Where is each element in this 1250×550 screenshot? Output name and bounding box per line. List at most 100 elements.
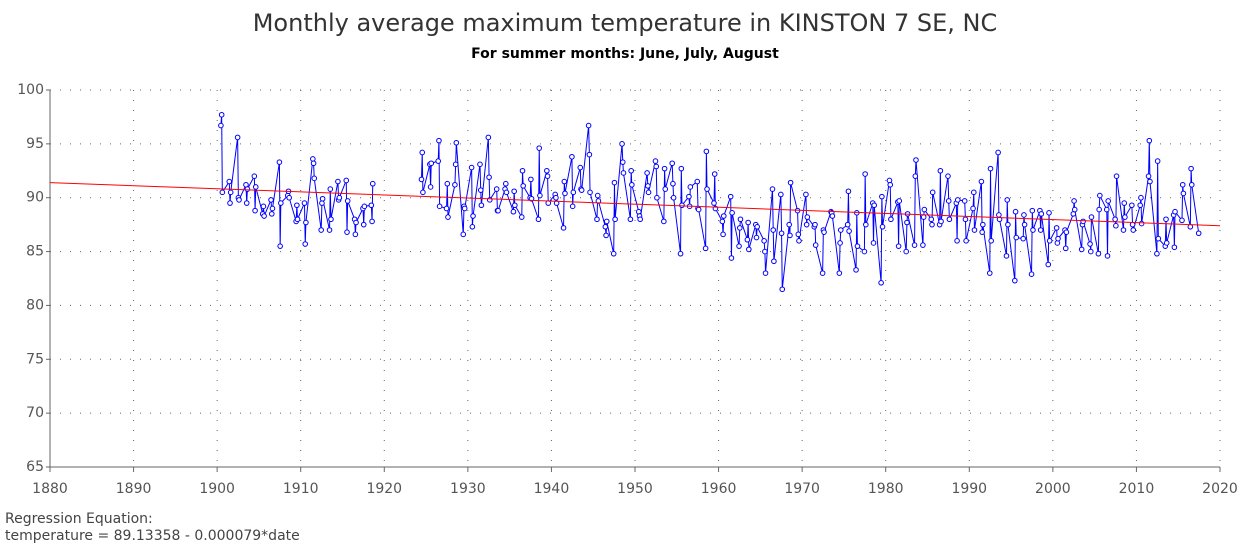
point	[419, 149, 426, 156]
x-tick-label: 1920	[366, 481, 402, 497]
point	[1038, 211, 1045, 217]
point	[544, 167, 550, 174]
point	[904, 219, 910, 226]
point	[711, 200, 717, 206]
point	[1172, 208, 1178, 215]
point	[694, 178, 701, 185]
x-tick-label: 2010	[1119, 481, 1155, 497]
point	[836, 270, 843, 276]
point	[1163, 216, 1169, 223]
point	[610, 250, 617, 257]
point	[913, 157, 919, 163]
point	[779, 286, 786, 293]
point	[328, 216, 334, 223]
point	[1062, 245, 1069, 252]
point	[736, 225, 743, 231]
point	[418, 176, 425, 183]
point	[1046, 238, 1053, 244]
point	[879, 193, 885, 200]
x-tick-label: 2020	[1202, 481, 1238, 497]
point	[493, 186, 500, 192]
point	[861, 248, 868, 255]
point	[294, 202, 300, 209]
point	[1004, 197, 1011, 203]
point	[460, 231, 467, 238]
point	[602, 223, 609, 230]
point	[837, 240, 843, 246]
point	[627, 216, 634, 223]
point	[945, 198, 952, 204]
point	[311, 175, 318, 182]
point	[1121, 200, 1128, 206]
point	[537, 192, 543, 199]
point	[1078, 246, 1085, 253]
point	[670, 194, 677, 201]
point	[796, 238, 802, 244]
point	[1137, 202, 1143, 209]
point	[236, 197, 242, 203]
y-tick-label: 70	[26, 405, 44, 421]
point	[586, 151, 593, 158]
point	[251, 173, 258, 179]
point	[703, 148, 710, 155]
point	[678, 165, 685, 172]
point	[1055, 235, 1061, 242]
point	[846, 228, 852, 234]
point	[619, 141, 625, 147]
point	[1112, 216, 1118, 223]
point	[762, 270, 769, 276]
point	[727, 193, 734, 200]
point	[561, 178, 568, 185]
point	[753, 234, 760, 241]
point	[654, 194, 660, 201]
point	[770, 227, 777, 233]
point	[520, 183, 526, 189]
point	[1179, 181, 1186, 188]
point	[1096, 206, 1102, 213]
point	[1147, 178, 1153, 185]
point	[260, 203, 267, 210]
point	[276, 159, 283, 165]
point	[436, 137, 442, 144]
point	[1003, 253, 1010, 259]
point	[302, 241, 309, 247]
point	[878, 280, 884, 286]
point	[486, 197, 493, 203]
point	[677, 250, 684, 257]
point	[963, 238, 969, 244]
x-tick-label: 1930	[450, 481, 486, 497]
point	[227, 200, 233, 206]
annotation: temperature = 89.13358 - 0.000079*date	[5, 528, 300, 544]
point	[1030, 227, 1036, 233]
point	[887, 181, 894, 188]
point	[845, 188, 852, 195]
point	[854, 243, 861, 249]
x-tick-label: 1980	[868, 481, 904, 497]
point	[603, 232, 609, 239]
point	[979, 229, 985, 235]
point	[1122, 214, 1128, 220]
point	[452, 181, 458, 188]
point	[1045, 261, 1052, 268]
point	[986, 270, 993, 276]
point	[1021, 212, 1027, 218]
point	[679, 202, 685, 209]
point	[961, 198, 968, 204]
point	[335, 178, 341, 185]
point	[970, 205, 976, 212]
point	[786, 221, 792, 228]
point	[427, 184, 434, 190]
point	[1013, 234, 1020, 241]
point	[645, 189, 652, 196]
point	[687, 184, 694, 190]
point	[719, 218, 726, 225]
point	[652, 158, 659, 164]
point	[644, 170, 650, 176]
point	[886, 177, 893, 184]
point	[895, 243, 902, 249]
x-tick-label: 2000	[1035, 481, 1071, 497]
point	[261, 213, 267, 219]
point	[762, 248, 768, 255]
point	[611, 179, 618, 186]
